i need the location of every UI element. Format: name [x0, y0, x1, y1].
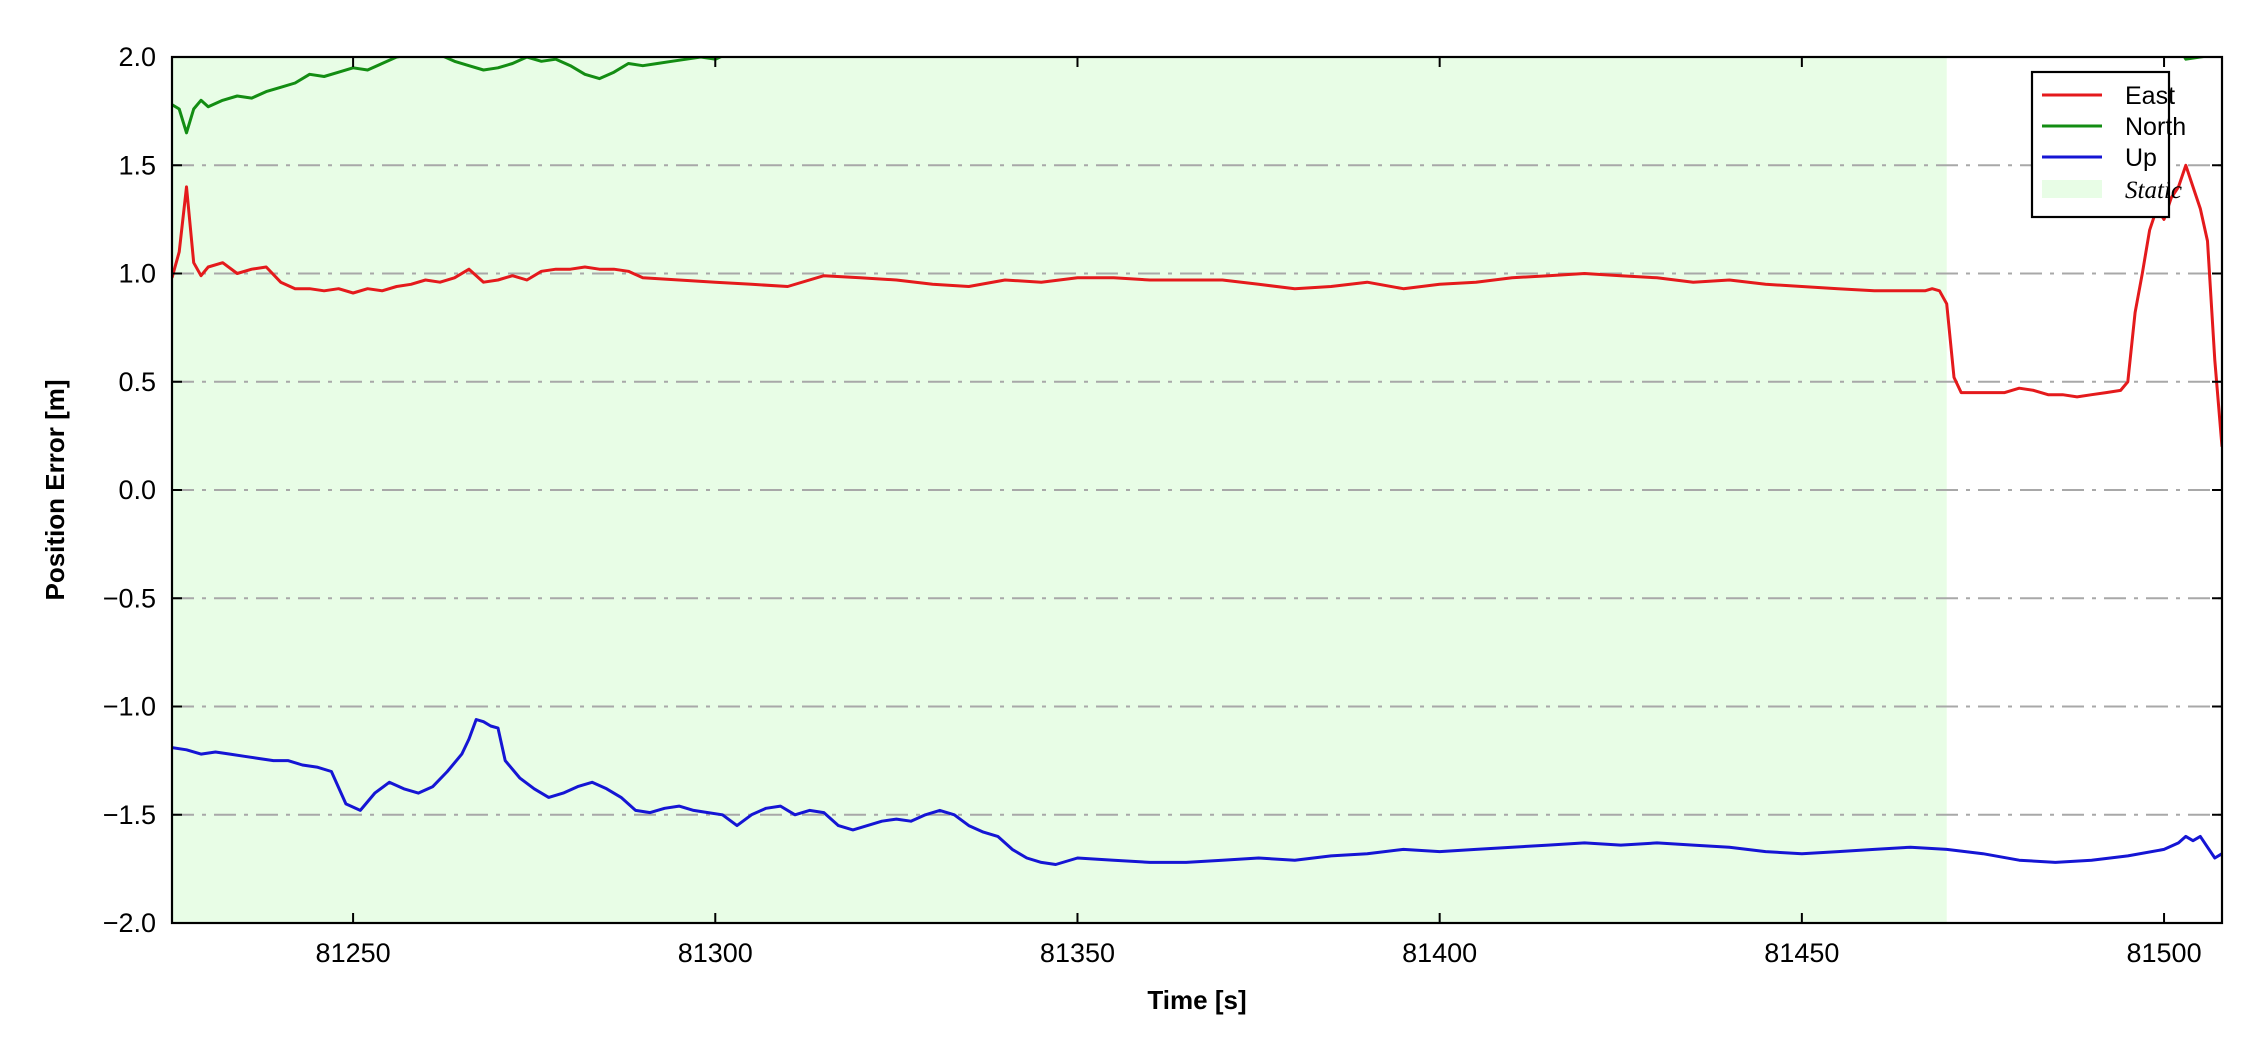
x-tick-label: 81450: [1764, 938, 1839, 968]
x-tick-label: 81400: [1402, 938, 1477, 968]
series-line-up: [172, 718, 2222, 866]
legend: East North Up Static: [2030, 70, 2186, 219]
y-tick-label: 1.5: [118, 150, 156, 180]
series-line-east: [172, 163, 2222, 447]
y-tick-label: 1.0: [118, 259, 156, 289]
y-tick-label: 0.5: [118, 367, 156, 397]
horizontal-gridlines: [172, 164, 2222, 816]
x-tick-label: 81300: [678, 938, 753, 968]
legend-label-up: Up: [2125, 144, 2157, 172]
legend-label-east: East: [2125, 82, 2175, 110]
legend-swatch-static: [2042, 180, 2102, 198]
x-axis-title: Time [s]: [1147, 985, 1246, 1015]
y-tick-label: −1.5: [103, 800, 156, 830]
y-tick-label: −2.0: [103, 908, 156, 938]
y-tick-label: 2.0: [118, 42, 156, 72]
legend-label-static: Static: [2125, 177, 2182, 204]
x-tick-label: 81350: [1040, 938, 1115, 968]
y-axis-title: Position Error [m]: [40, 379, 70, 600]
x-tick-label: 81250: [316, 938, 391, 968]
x-axis-ticks: 81250 81300 81350 81400 81450 81500: [316, 57, 2202, 968]
y-tick-label: −0.5: [103, 583, 156, 613]
y-tick-label: −1.0: [103, 692, 156, 722]
legend-label-north: North: [2125, 113, 2186, 141]
x-tick-label: 81500: [2127, 938, 2202, 968]
y-tick-label: 0.0: [118, 475, 156, 505]
y-axis-ticks: −2.0 −1.5 −1.0 −0.5 0.0 0.5 1.0 1.5 2.0: [103, 42, 2222, 938]
